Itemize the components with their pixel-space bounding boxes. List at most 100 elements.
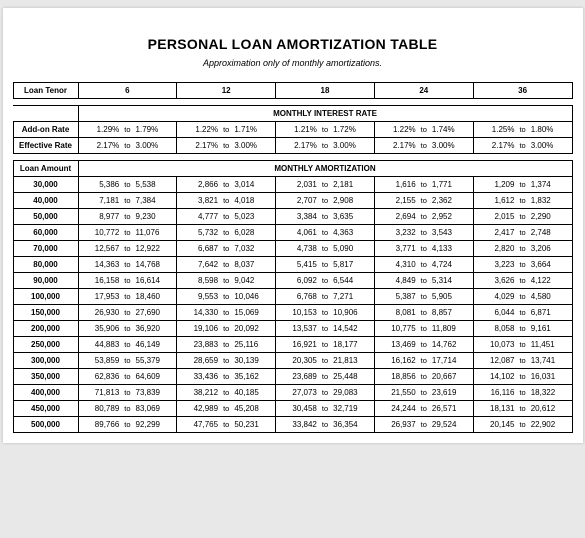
range-low: 2,015 [475, 212, 515, 221]
range-to: to [418, 388, 430, 397]
range-low: 12,087 [475, 356, 515, 365]
range-low: 62,836 [80, 372, 120, 381]
range-to: to [319, 125, 331, 134]
range-to: to [319, 228, 331, 237]
range-high: 1,832 [531, 196, 571, 205]
range-to: to [516, 180, 528, 189]
range-high: 16,614 [136, 276, 176, 285]
tenor-col: 24 [374, 83, 473, 99]
range-high: 1.74% [432, 125, 472, 134]
range-to: to [121, 404, 133, 413]
range-cell: 2.17%to3.00% [374, 138, 473, 154]
table-row: 450,00080,789to83,06942,989to45,20830,45… [13, 401, 572, 417]
range-low: 47,765 [178, 420, 218, 429]
range-to: to [516, 244, 528, 253]
range-cell: 26,930to27,690 [78, 305, 177, 321]
range-high: 25,116 [234, 340, 274, 349]
range-high: 1.71% [234, 125, 274, 134]
range-cell: 3,384to3,635 [276, 209, 375, 225]
range-high: 2,181 [333, 180, 373, 189]
range-cell: 71,813to73,839 [78, 385, 177, 401]
range-to: to [220, 212, 232, 221]
range-to: to [121, 308, 133, 317]
range-cell: 20,305to21,813 [276, 353, 375, 369]
range-to: to [121, 340, 133, 349]
page-title: PERSONAL LOAN AMORTIZATION TABLE [13, 36, 573, 52]
range-to: to [418, 420, 430, 429]
range-high: 3,014 [234, 180, 274, 189]
range-low: 6,768 [277, 292, 317, 301]
range-high: 36,920 [136, 324, 176, 333]
range-low: 27,073 [277, 388, 317, 397]
table-row: 60,00010,772to11,0765,732to6,0284,061to4… [13, 225, 572, 241]
range-low: 2,031 [277, 180, 317, 189]
range-cell: 14,363to14,768 [78, 257, 177, 273]
range-low: 3,771 [376, 244, 416, 253]
range-low: 6,687 [178, 244, 218, 253]
range-low: 5,386 [80, 180, 120, 189]
range-to: to [220, 228, 232, 237]
range-to: to [220, 404, 232, 413]
range-high: 3.00% [136, 141, 176, 150]
range-low: 7,642 [178, 260, 218, 269]
range-to: to [121, 388, 133, 397]
range-to: to [121, 276, 133, 285]
section-row: MONTHLY INTEREST RATE [13, 106, 572, 122]
range-high: 32,719 [333, 404, 373, 413]
range-low: 5,415 [277, 260, 317, 269]
range-low: 2,707 [277, 196, 317, 205]
range-cell: 4,738to5,090 [276, 241, 375, 257]
range-low: 6,044 [475, 308, 515, 317]
range-low: 1.22% [178, 125, 218, 134]
tenor-header-row: Loan Tenor 6 12 18 24 36 [13, 83, 572, 99]
range-to: to [516, 196, 528, 205]
loan-amount-cell: 200,000 [13, 321, 78, 337]
range-to: to [516, 228, 528, 237]
range-low: 1.25% [475, 125, 515, 134]
range-to: to [516, 308, 528, 317]
range-low: 13,469 [376, 340, 416, 349]
effective-rate-row: Effective Rate 2.17%to3.00%2.17%to3.00%2… [13, 138, 572, 154]
loan-amount-cell: 50,000 [13, 209, 78, 225]
range-cell: 8,977to9,230 [78, 209, 177, 225]
range-to: to [516, 372, 528, 381]
range-high: 29,524 [432, 420, 472, 429]
range-low: 2.17% [376, 141, 416, 150]
range-low: 44,883 [80, 340, 120, 349]
table-row: 50,0008,977to9,2304,777to5,0233,384to3,6… [13, 209, 572, 225]
range-low: 21,550 [376, 388, 416, 397]
range-high: 55,379 [136, 356, 176, 365]
range-cell: 1.22%to1.71% [177, 122, 276, 138]
range-cell: 14,330to15,069 [177, 305, 276, 321]
range-to: to [516, 125, 528, 134]
range-cell: 3,771to4,133 [374, 241, 473, 257]
range-high: 3,664 [531, 260, 571, 269]
range-cell: 2.17%to3.00% [473, 138, 572, 154]
range-high: 5,538 [136, 180, 176, 189]
range-low: 12,567 [80, 244, 120, 253]
range-high: 83,069 [136, 404, 176, 413]
loan-amount-cell: 350,000 [13, 369, 78, 385]
range-low: 1.22% [376, 125, 416, 134]
range-high: 9,042 [234, 276, 274, 285]
range-high: 18,177 [333, 340, 373, 349]
range-to: to [516, 276, 528, 285]
range-to: to [319, 356, 331, 365]
range-cell: 7,642to8,037 [177, 257, 276, 273]
range-to: to [516, 324, 528, 333]
range-low: 20,145 [475, 420, 515, 429]
range-cell: 5,387to5,905 [374, 289, 473, 305]
loan-amount-cell: 60,000 [13, 225, 78, 241]
range-cell: 26,937to29,524 [374, 417, 473, 433]
range-cell: 13,537to14,542 [276, 321, 375, 337]
range-cell: 3,626to4,122 [473, 273, 572, 289]
range-cell: 10,073to11,451 [473, 337, 572, 353]
range-high: 1,374 [531, 180, 571, 189]
range-to: to [220, 244, 232, 253]
range-cell: 23,689to25,448 [276, 369, 375, 385]
range-high: 5,905 [432, 292, 472, 301]
range-cell: 1.25%to1.80% [473, 122, 572, 138]
loan-tenor-header: Loan Tenor [13, 83, 78, 99]
table-row: 300,00053,859to55,37928,659to30,13920,30… [13, 353, 572, 369]
range-low: 5,732 [178, 228, 218, 237]
